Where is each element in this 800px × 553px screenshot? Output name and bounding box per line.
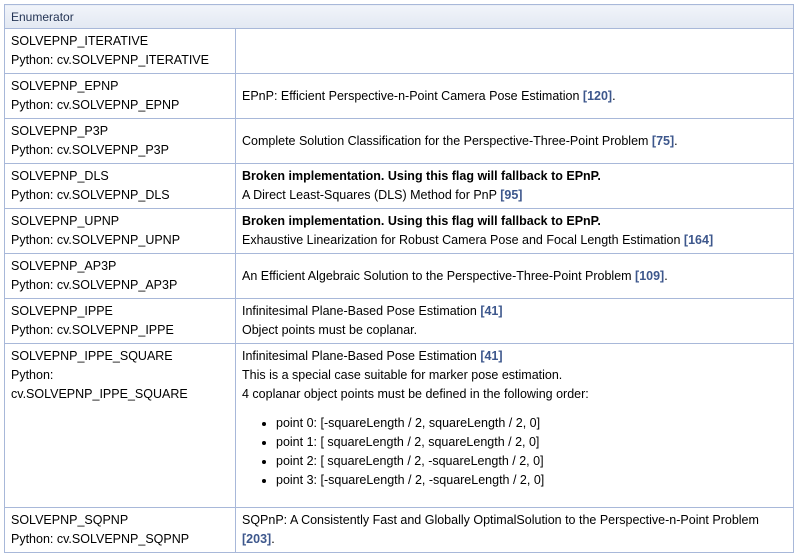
enum-name: SOLVEPNP_ITERATIVE [11,34,149,48]
python-name: Python: cv.SOLVEPNP_SQPNP [11,532,190,546]
warning-text: Broken implementation. Using this flag w… [242,169,601,183]
table-row: SOLVEPNP_AP3P Python: cv.SOLVEPNP_AP3P An … [4,253,794,299]
warning-text: Broken implementation. Using this flag w… [242,214,601,228]
description-line: SQPnP: A Consistently Fast and Globally … [242,511,787,549]
enum-name-cell: SOLVEPNP_IPPE Python: cv.SOLVEPNP_IPPE [4,298,236,344]
citation-link[interactable]: [75] [651,133,675,148]
citation-link[interactable]: [41] [480,349,503,363]
enum-name-cell: SOLVEPNP_EPNP Python: cv.SOLVEPNP_EPNP [4,73,236,119]
table-row: SOLVEPNP_P3P Python: cv.SOLVEPNP_P3P Compl… [4,118,794,164]
table-row: SOLVEPNP_SQPNP Python: cv.SOLVEPNP_SQPNP S… [4,507,794,553]
table-header: Enumerator [4,4,794,29]
description-punct: . [664,268,668,283]
enum-name-cell: SOLVEPNP_ITERATIVE Python: cv.SOLVEPNP_IT… [4,28,236,74]
enumerator-table: Enumerator SOLVEPNP_ITERATIVE Python: cv.… [4,4,794,553]
description-cell: EPnP: Efficient Perspective-n-Point Came… [235,73,794,119]
enum-name-cell: SOLVEPNP_AP3P Python: cv.SOLVEPNP_AP3P [4,253,236,299]
citation-link[interactable]: [164] [683,233,714,247]
enum-name: SOLVEPNP_IPPE_SQUARE [11,349,173,363]
enum-name-cell: SOLVEPNP_P3P Python: cv.SOLVEPNP_P3P [4,118,236,164]
description-cell: Infinitesimal Plane-Based Pose Estimatio… [235,298,794,344]
description-cell: Broken implementation. Using this flag w… [235,208,794,254]
description-text: Infinitesimal Plane-Based Pose Estimatio… [242,304,481,318]
python-name: Python: cv.SOLVEPNP_DLS [11,188,170,202]
description-text: Exhaustive Linearization for Robust Came… [242,233,684,247]
description-line: Infinitesimal Plane-Based Pose Estimatio… [242,302,787,321]
enum-name: SOLVEPNP_UPNP [11,214,120,228]
python-name: Python: cv.SOLVEPNP_AP3P [11,278,178,292]
description-punct: . [674,133,678,148]
description-text: A Direct Least-Squares (DLS) Method for … [242,188,501,202]
description-line: Object points must be coplanar. [242,321,787,340]
enum-name: SOLVEPNP_IPPE [11,304,113,318]
description-cell: An Efficient Algebraic Solution to the P… [235,253,794,299]
description-line: Infinitesimal Plane-Based Pose Estimatio… [242,347,787,366]
python-name: Python: cv.SOLVEPNP_IPPE [11,323,174,337]
description-line: An Efficient Algebraic Solution to the P… [242,267,787,286]
citation-link[interactable]: [95] [500,188,523,202]
table-row: SOLVEPNP_EPNP Python: cv.SOLVEPNP_EPNP EPn… [4,73,794,119]
description-text: An Efficient Algebraic Solution to the P… [242,268,636,283]
description-punct: . [612,88,616,103]
enum-name-cell: SOLVEPNP_UPNP Python: cv.SOLVEPNP_UPNP [4,208,236,254]
description-text: Infinitesimal Plane-Based Pose Estimatio… [242,349,481,363]
list-item: point 1: [ squareLength / 2, squareLengt… [276,433,787,452]
description-text: EPnP: Efficient Perspective-n-Point Came… [242,88,583,103]
citation-link[interactable]: [120] [582,88,613,103]
description-punct: . [271,532,275,546]
description-text: Object points must be coplanar. [242,323,418,337]
table-row: SOLVEPNP_IPPE_SQUARE Python: cv.SOLVEPNP_… [4,343,794,508]
citation-link[interactable]: [41] [480,304,503,318]
enum-name: SOLVEPNP_AP3P [11,259,117,273]
table-row: SOLVEPNP_ITERATIVE Python: cv.SOLVEPNP_IT… [4,28,794,74]
python-name: Python: cv.SOLVEPNP_UPNP [11,233,181,247]
description-line: EPnP: Efficient Perspective-n-Point Came… [242,87,787,106]
point-list: point 0: [-squareLength / 2, squareLengt… [242,414,787,490]
description-cell: SQPnP: A Consistently Fast and Globally … [235,507,794,553]
description-cell: Complete Solution Classification for the… [235,118,794,164]
citation-link[interactable]: [109] [635,268,665,283]
description-cell: Infinitesimal Plane-Based Pose Estimatio… [235,343,794,508]
list-item: point 0: [-squareLength / 2, squareLengt… [276,414,787,433]
python-name: Python: cv.SOLVEPNP_P3P [11,143,169,157]
description-text: SQPnP: A Consistently Fast and Globally … [242,513,759,527]
enum-name: SOLVEPNP_EPNP [11,79,119,93]
list-item: point 3: [-squareLength / 2, -squareLeng… [276,471,787,490]
table-row: SOLVEPNP_DLS Python: cv.SOLVEPNP_DLS Broke… [4,163,794,209]
list-item: point 2: [ squareLength / 2, -squareLeng… [276,452,787,471]
description-text: 4 coplanar object points must be defined… [242,387,589,401]
enum-name-cell: SOLVEPNP_SQPNP Python: cv.SOLVEPNP_SQPNP [4,507,236,553]
python-name: Python: cv.SOLVEPNP_EPNP [11,98,180,112]
python-name: Python: cv.SOLVEPNP_ITERATIVE [11,53,209,67]
table-row: SOLVEPNP_IPPE Python: cv.SOLVEPNP_IPPE Inf… [4,298,794,344]
description-cell: Broken implementation. Using this flag w… [235,163,794,209]
citation-link[interactable]: [203] [242,532,272,546]
enum-name: SOLVEPNP_P3P [11,124,109,138]
description-text: This is a special case suitable for mark… [242,368,563,382]
table-row: SOLVEPNP_UPNP Python: cv.SOLVEPNP_UPNP Bro… [4,208,794,254]
enum-name: SOLVEPNP_DLS [11,169,109,183]
description-line: Exhaustive Linearization for Robust Came… [242,231,787,250]
enum-name: SOLVEPNP_SQPNP [11,513,129,527]
python-name: Python: cv.SOLVEPNP_IPPE_SQUARE [11,368,188,401]
description-text: Complete Solution Classification for the… [242,133,652,148]
enum-name-cell: SOLVEPNP_IPPE_SQUARE Python: cv.SOLVEPNP_… [4,343,236,508]
description-line: Complete Solution Classification for the… [242,132,787,151]
enum-name-cell: SOLVEPNP_DLS Python: cv.SOLVEPNP_DLS [4,163,236,209]
description-cell [235,28,794,74]
description-line: This is a special case suitable for mark… [242,366,787,385]
description-line: A Direct Least-Squares (DLS) Method for … [242,186,787,205]
description-line: 4 coplanar object points must be defined… [242,385,787,404]
